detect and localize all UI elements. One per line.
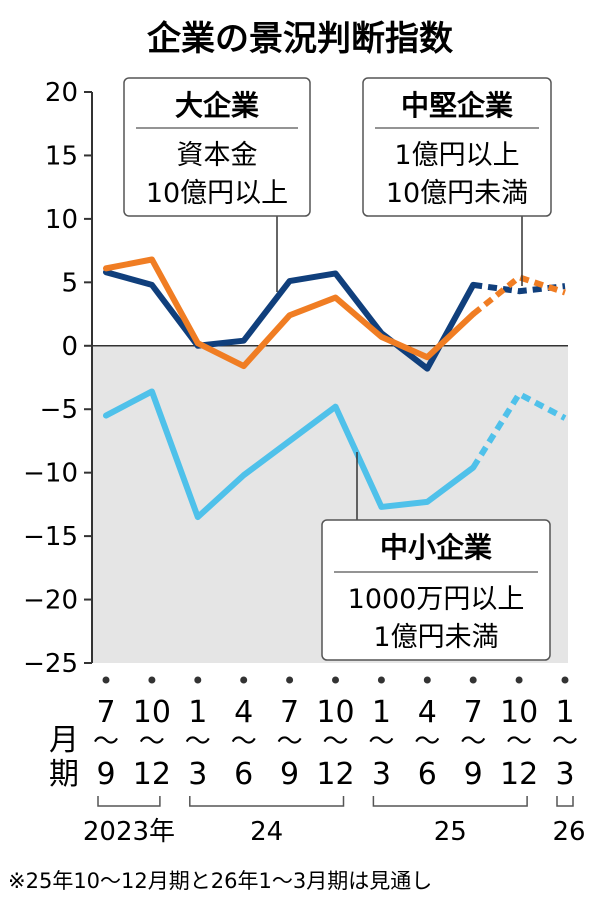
y-tick-label: −25 — [23, 649, 78, 679]
legend-box-line: 資本金 — [177, 140, 258, 171]
legend-box-line: 1000万円以上 — [348, 584, 525, 615]
x-tick-end: 9 — [280, 757, 299, 792]
x-tick-range-mark: 〜 — [506, 727, 532, 757]
x-tick-dot — [194, 676, 202, 684]
x-tick-start: 7 — [464, 695, 483, 730]
x-tick-dot — [377, 676, 385, 684]
y-axis: 20 15 10 5 0 −5 −10 −15 −20 −25 — [23, 78, 568, 679]
y-tick-label: −15 — [23, 522, 78, 552]
x-axis: 月期7〜910〜121〜34〜67〜910〜121〜34〜67〜910〜121〜… — [49, 676, 578, 792]
month-label-1: 月 — [49, 723, 79, 758]
x-tick-range-mark: 〜 — [185, 727, 211, 757]
legend-box-title: 大企業 — [175, 89, 259, 122]
legend-box-title: 中小企業 — [380, 531, 492, 564]
x-tick-start: 7 — [280, 695, 299, 730]
x-tick-end: 6 — [234, 757, 253, 792]
x-tick-dot — [102, 676, 110, 684]
x-tick-start: 4 — [418, 695, 437, 730]
x-tick-start: 10 — [133, 695, 171, 730]
legend-box-line: 1億円未満 — [373, 622, 498, 653]
legend-box-title: 中堅企業 — [401, 89, 513, 122]
x-tick-end: 12 — [133, 757, 171, 792]
y-tick-label: 10 — [45, 205, 78, 235]
y-tick-label: −20 — [23, 586, 78, 616]
series-lines — [103, 256, 567, 521]
x-tick-start: 10 — [500, 695, 538, 730]
x-tick-end: 12 — [500, 757, 538, 792]
y-tick-label: 0 — [61, 332, 78, 362]
year-group: 25 — [372, 796, 528, 847]
legend-box-small: 中小企業 1000万円以上 1億円未満 — [321, 519, 551, 661]
x-tick-dot — [515, 676, 523, 684]
x-tick-dot — [469, 676, 477, 684]
year-label: 2023年 — [83, 817, 175, 847]
x-tick-range-mark: 〜 — [93, 727, 119, 757]
x-tick-start: 7 — [96, 695, 115, 730]
x-tick-dot — [286, 676, 294, 684]
x-tick-range-mark: 〜 — [277, 727, 303, 757]
year-group: 26 — [552, 796, 586, 847]
x-tick-range-mark: 〜 — [139, 727, 165, 757]
legend-box-line: 10億円以上 — [146, 178, 288, 209]
year-label: 26 — [552, 817, 585, 847]
x-tick-end: 9 — [464, 757, 483, 792]
series-forecast-small — [470, 390, 567, 470]
y-tick-label: −10 — [23, 459, 78, 489]
x-tick-range-mark: 〜 — [460, 727, 486, 757]
x-tick-dot — [561, 676, 569, 684]
year-group: 2023年 — [83, 796, 175, 847]
x-tick-start: 4 — [234, 695, 253, 730]
year-label: 25 — [434, 817, 467, 847]
x-tick-end: 9 — [96, 757, 115, 792]
x-tick-start: 1 — [372, 695, 391, 730]
x-tick-start: 1 — [555, 695, 574, 730]
series-forecast-medium — [471, 274, 566, 317]
x-tick-end: 3 — [188, 757, 207, 792]
chart-title: 企業の景況判断指数 — [147, 19, 453, 59]
x-tick-dot — [423, 676, 431, 684]
year-group: 24 — [189, 796, 345, 847]
x-tick-range-mark: 〜 — [368, 727, 394, 757]
x-tick-start: 10 — [316, 695, 354, 730]
y-tick-label: 5 — [61, 268, 78, 298]
x-tick-start: 1 — [188, 695, 207, 730]
y-tick-label: 20 — [45, 78, 78, 108]
x-tick-end: 6 — [418, 757, 437, 792]
y-tick-label: 15 — [45, 141, 78, 171]
legend-box-line: 10億円未満 — [386, 178, 528, 209]
x-tick-end: 3 — [372, 757, 391, 792]
x-tick-range-mark: 〜 — [231, 727, 257, 757]
footnote: ※25年10〜12月期と26年1〜3月期は見通し — [8, 869, 432, 893]
year-groups: 2023年 24 25 26 — [83, 796, 586, 847]
legend-box-line: 1億円以上 — [394, 140, 519, 171]
month-label-2: 期 — [49, 757, 79, 792]
x-tick-dot — [148, 676, 156, 684]
x-tick-end: 12 — [316, 757, 354, 792]
y-tick-label: −5 — [40, 395, 78, 425]
year-label: 24 — [250, 817, 283, 847]
x-tick-end: 3 — [555, 757, 574, 792]
x-tick-range-mark: 〜 — [552, 727, 578, 757]
x-tick-dot — [332, 676, 339, 684]
x-tick-range-mark: 〜 — [322, 727, 348, 757]
legend-box-medium: 中堅企業 1億円以上 10億円未満 — [362, 77, 552, 217]
x-tick-range-mark: 〜 — [414, 727, 440, 757]
x-tick-dot — [240, 676, 248, 684]
callout-pointers — [276, 214, 523, 520]
